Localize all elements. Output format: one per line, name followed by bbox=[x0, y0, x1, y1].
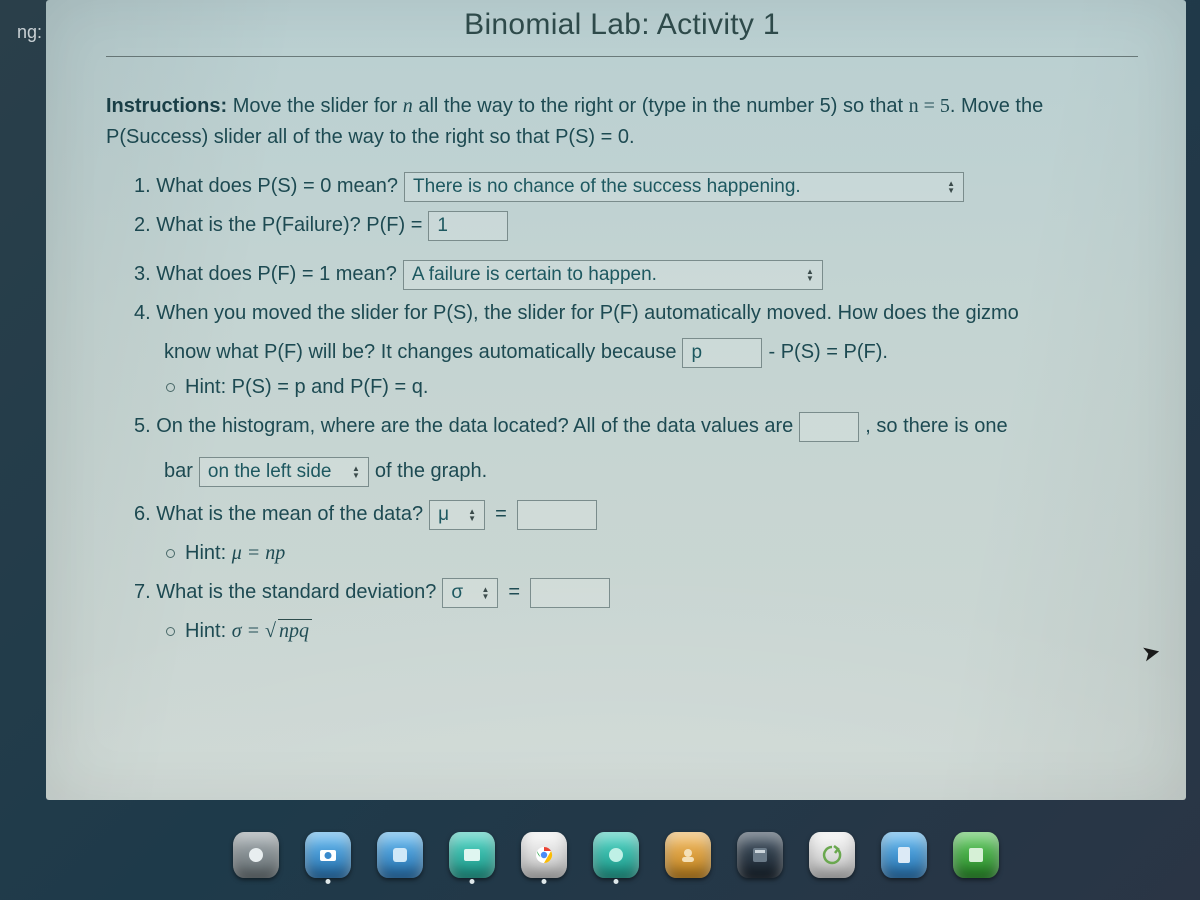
question-2: 2. What is the P(Failure)? P(F) = 1 bbox=[134, 210, 1138, 241]
question-5-line2: bar on the left side of the graph. bbox=[164, 456, 1138, 487]
q5-select-value: on the left side bbox=[208, 457, 332, 486]
instructions-text-1: Move the slider for bbox=[233, 95, 403, 117]
q7-input[interactable] bbox=[530, 578, 610, 608]
title-bar: Binomial Lab: Activity 1 bbox=[106, 0, 1138, 57]
q3-select[interactable]: A failure is certain to happen. bbox=[403, 260, 823, 290]
q4-input[interactable]: p bbox=[682, 338, 762, 368]
q1-select[interactable]: There is no chance of the success happen… bbox=[404, 172, 964, 202]
question-6: 6. What is the mean of the data? μ = bbox=[134, 499, 1138, 530]
page-title: Binomial Lab: Activity 1 bbox=[464, 8, 780, 41]
hint3-pre: Hint: bbox=[185, 620, 232, 642]
chevron-updown-icon bbox=[947, 180, 955, 194]
q5-text-b: , so there is one bbox=[865, 411, 1007, 442]
equals-sign: = bbox=[504, 577, 524, 608]
instructions-label: Instructions: bbox=[106, 95, 227, 117]
q6-symbol-value: μ bbox=[438, 500, 449, 529]
q5-pre: bar bbox=[164, 456, 193, 487]
hint-3: Hint: σ = √npq bbox=[166, 616, 1138, 647]
q7-symbol-value: σ bbox=[451, 578, 463, 607]
question-4-line2: know what P(F) will be? It changes autom… bbox=[164, 337, 1138, 368]
taskbar-app-8[interactable] bbox=[737, 832, 783, 878]
taskbar-app-10[interactable] bbox=[881, 832, 927, 878]
equals-sign: = bbox=[491, 499, 511, 530]
question-3: 3. What does P(F) = 1 mean? A failure is… bbox=[134, 259, 1138, 290]
chevron-updown-icon bbox=[468, 508, 476, 522]
chevron-updown-icon bbox=[352, 465, 360, 479]
hint3-sigma: σ = bbox=[232, 620, 265, 642]
taskbar-app-4[interactable] bbox=[449, 832, 495, 878]
hint-2: Hint: μ = np bbox=[166, 538, 1138, 569]
taskbar-chrome[interactable] bbox=[521, 832, 567, 878]
q4-text-b: know what P(F) will be? It changes autom… bbox=[164, 337, 676, 368]
taskbar-app-9[interactable] bbox=[809, 832, 855, 878]
q1-select-value: There is no chance of the success happen… bbox=[413, 172, 801, 201]
eq-n5: n = 5 bbox=[909, 95, 950, 117]
taskbar-app-1[interactable] bbox=[233, 832, 279, 878]
chevron-updown-icon bbox=[481, 586, 489, 600]
q5-input[interactable] bbox=[799, 412, 859, 442]
question-4-line1: 4. When you moved the slider for P(S), t… bbox=[134, 298, 1138, 329]
q4-input-value: p bbox=[691, 338, 702, 367]
bullet-icon bbox=[166, 627, 175, 636]
q7-symbol-select[interactable]: σ bbox=[442, 578, 498, 608]
outer-label-ng: ng: bbox=[0, 18, 42, 43]
chevron-updown-icon bbox=[806, 268, 814, 282]
taskbar-app-3[interactable] bbox=[377, 832, 423, 878]
worksheet-body: Instructions: Move the slider for n all … bbox=[106, 57, 1138, 647]
q3-select-value: A failure is certain to happen. bbox=[412, 260, 657, 289]
q6-text: 6. What is the mean of the data? bbox=[134, 499, 423, 530]
worksheet-screen: Binomial Lab: Activity 1 Instructions: M… bbox=[46, 0, 1186, 800]
q2-input[interactable]: 1 bbox=[428, 211, 508, 241]
q2-input-value: 1 bbox=[437, 211, 448, 240]
q6-input[interactable] bbox=[517, 500, 597, 530]
bullet-icon bbox=[166, 383, 175, 392]
hint2-pre: Hint: bbox=[185, 542, 232, 564]
q5-select[interactable]: on the left side bbox=[199, 457, 369, 487]
bullet-icon bbox=[166, 549, 175, 558]
q7-text: 7. What is the standard deviation? bbox=[134, 577, 436, 608]
hint2-eq: μ = np bbox=[232, 542, 286, 564]
question-1: 1. What does P(S) = 0 mean? There is no … bbox=[134, 171, 1138, 202]
q3-text: 3. What does P(F) = 1 mean? bbox=[134, 259, 397, 290]
hint3-radicand: npq bbox=[278, 619, 312, 642]
instructions: Instructions: Move the slider for n all … bbox=[106, 91, 1138, 153]
question-7: 7. What is the standard deviation? σ = bbox=[134, 577, 1138, 608]
hint1-text: Hint: P(S) = p and P(F) = q. bbox=[185, 376, 428, 398]
q5-text-a: 5. On the histogram, where are the data … bbox=[134, 411, 793, 442]
hint-1: Hint: P(S) = p and P(F) = q. bbox=[166, 372, 1138, 403]
instructions-text-2: all the way to the right or (type in the… bbox=[413, 95, 909, 117]
q4-text-c: - P(S) = P(F). bbox=[768, 337, 887, 368]
q6-symbol-select[interactable]: μ bbox=[429, 500, 485, 530]
taskbar-app-7[interactable] bbox=[665, 832, 711, 878]
question-5-line1: 5. On the histogram, where are the data … bbox=[134, 411, 1138, 442]
q2-text: 2. What is the P(Failure)? P(F) = bbox=[134, 210, 422, 241]
q1-text: 1. What does P(S) = 0 mean? bbox=[134, 171, 398, 202]
sqrt-icon: √npq bbox=[265, 616, 312, 647]
taskbar-app-6[interactable] bbox=[593, 832, 639, 878]
taskbar bbox=[46, 814, 1186, 878]
q5-post: of the graph. bbox=[375, 456, 487, 487]
taskbar-app-11[interactable] bbox=[953, 832, 999, 878]
var-n: n bbox=[403, 95, 413, 117]
taskbar-camera[interactable] bbox=[305, 832, 351, 878]
